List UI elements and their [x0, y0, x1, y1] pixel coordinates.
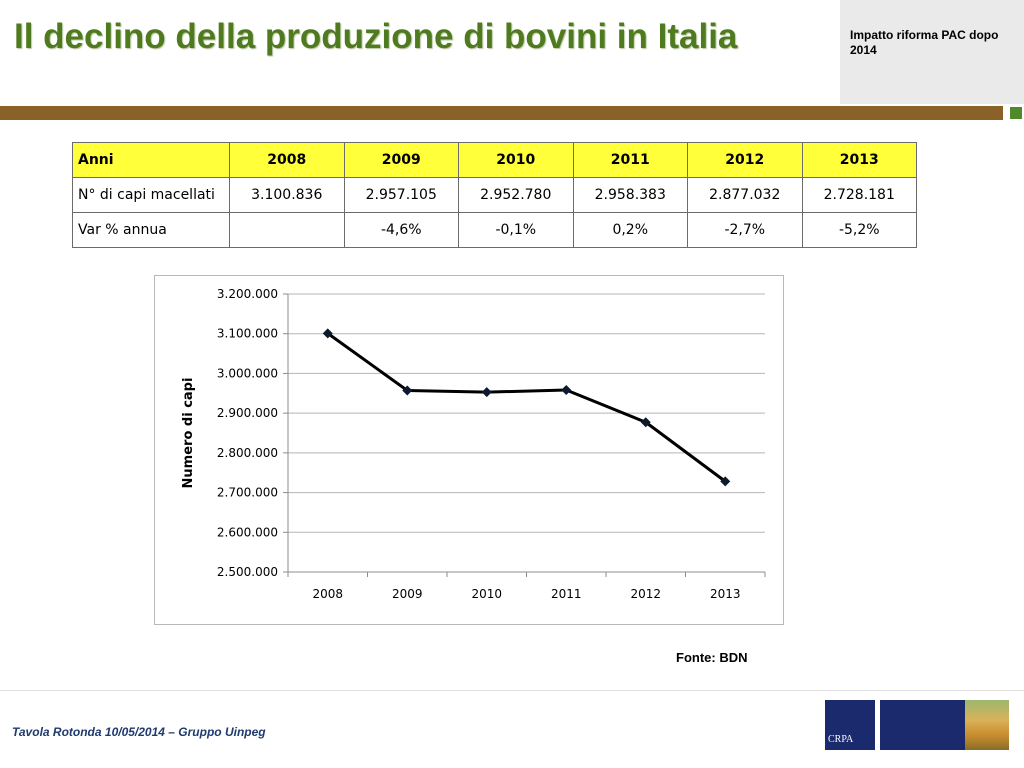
- line-chart: 2.500.000 2.600.000 2.700.000 2.800.000 2.90…: [181, 287, 766, 601]
- table-cell: 2.952.780: [458, 177, 574, 213]
- table-cell: 3.100.836: [229, 177, 345, 213]
- table-cell: -0,1%: [458, 212, 574, 248]
- table-cell: [229, 212, 345, 248]
- table-header-cell: Anni: [72, 142, 230, 178]
- y-tick-label: 2.800.000: [217, 446, 278, 460]
- crpa-logo: [825, 700, 875, 750]
- table-cell: -2,7%: [687, 212, 803, 248]
- rule-square: [1010, 107, 1022, 119]
- title-rule: [0, 106, 1003, 120]
- corner-panel: [840, 0, 1024, 104]
- footer-text: Tavola Rotonda 10/05/2014 – Gruppo Uinpe…: [12, 725, 266, 739]
- table-row: Var % annua -4,6% -0,1% 0,2% -2,7% -5,2%: [72, 212, 917, 248]
- y-tick-label: 2.600.000: [217, 525, 278, 539]
- table-header-cell: 2009: [343, 142, 459, 178]
- slide-title: Il declino della produzione di bovini in…: [14, 17, 738, 56]
- data-point: [402, 385, 413, 396]
- x-tick-label: 2008: [312, 587, 343, 601]
- table-cell: 2.877.032: [687, 177, 803, 213]
- table-header-cell: 2010: [458, 142, 574, 178]
- table-cell: 2.728.181: [801, 177, 917, 213]
- crpa-logo-text: CRPA: [828, 734, 854, 745]
- data-point: [720, 476, 731, 487]
- x-tick-label: 2013: [710, 587, 741, 601]
- y-tick-label: 3.000.000: [217, 366, 278, 380]
- table-header-row: Anni 2008 2009 2010 2011 2012 2013: [72, 142, 917, 178]
- table-cell: 2.958.383: [572, 177, 688, 213]
- chart-frame: 2.500.000 2.600.000 2.700.000 2.800.000 2.90…: [154, 275, 784, 625]
- data-point: [640, 417, 651, 428]
- x-tick-label: 2011: [551, 587, 582, 601]
- table-header-cell: 2013: [801, 142, 917, 178]
- data-point: [322, 328, 333, 339]
- table-cell: Var % annua: [72, 212, 230, 248]
- table-header-cell: 2008: [229, 142, 345, 178]
- y-tick-label: 2.500.000: [217, 565, 278, 579]
- table-header-cell: 2011: [572, 142, 688, 178]
- table-cell: -4,6%: [343, 212, 459, 248]
- table-header-cell: 2012: [687, 142, 803, 178]
- footer-divider: [0, 690, 1024, 691]
- x-tick-label: 2012: [630, 587, 661, 601]
- y-tick-label: 3.100.000: [217, 327, 278, 341]
- data-point: [481, 387, 492, 398]
- table-cell: 2.957.105: [343, 177, 459, 213]
- table-cell: 0,2%: [572, 212, 688, 248]
- logo-photo-image: [965, 700, 1009, 750]
- x-tick-label: 2009: [392, 587, 423, 601]
- y-tick-label: 3.200.000: [217, 287, 278, 301]
- y-tick-label: 2.900.000: [217, 406, 278, 420]
- y-tick-label: 2.700.000: [217, 486, 278, 500]
- x-tick-label: 2010: [471, 587, 502, 601]
- table-row: N° di capi macellati 3.100.836 2.957.105…: [72, 177, 917, 213]
- data-point: [561, 384, 572, 395]
- data-table: Anni 2008 2009 2010 2011 2012 2013 N° di…: [72, 142, 917, 248]
- table-cell: -5,2%: [801, 212, 917, 248]
- y-axis-label: Numero di capi: [181, 378, 196, 489]
- corner-label: Impatto riforma PAC dopo 2014: [850, 28, 999, 57]
- table-cell: N° di capi macellati: [72, 177, 230, 213]
- source-note: Fonte: BDN: [676, 650, 748, 665]
- logo-banner: [880, 700, 965, 750]
- series-line: [326, 332, 727, 483]
